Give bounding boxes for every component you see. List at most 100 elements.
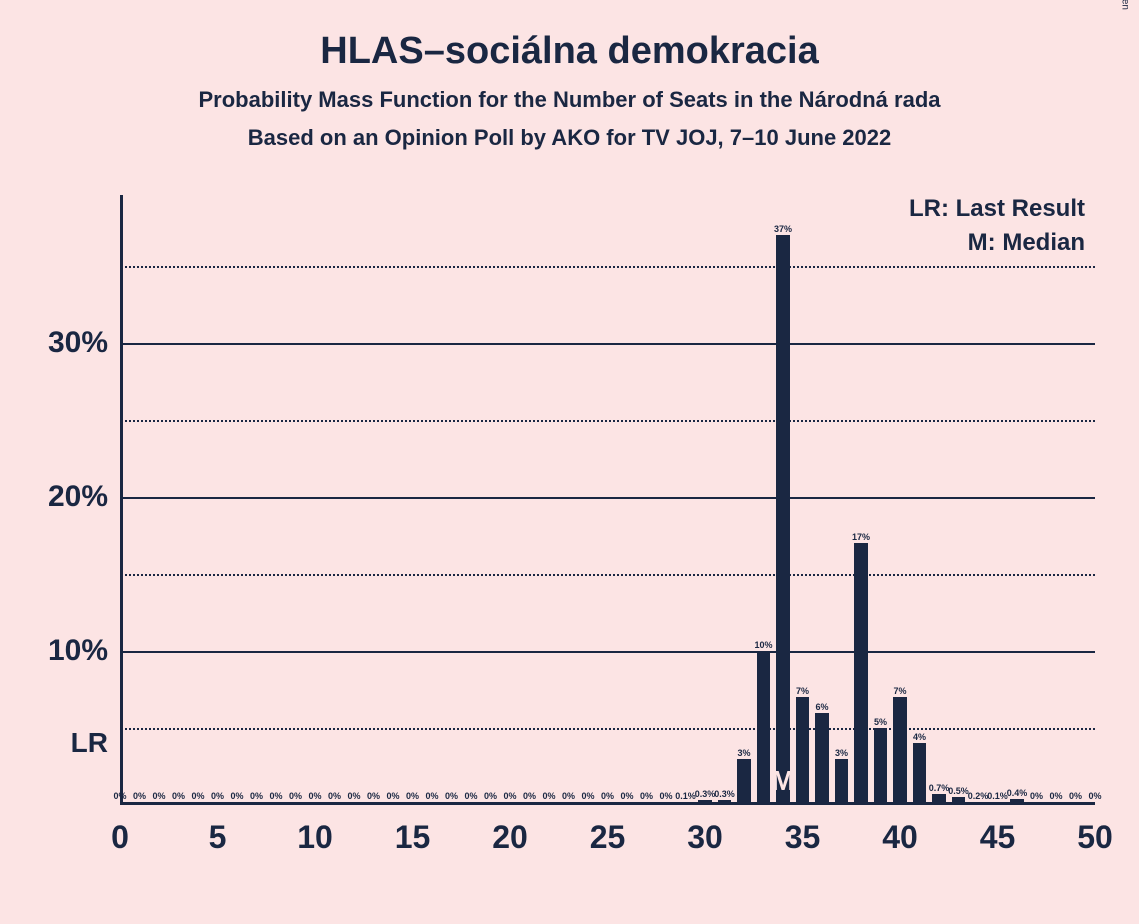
bar-value-label: 0.3%: [714, 789, 735, 799]
x-tick-label: 15: [395, 819, 431, 856]
legend-lr: LR: Last Result: [909, 195, 1085, 223]
x-tick-label: 5: [209, 819, 227, 856]
y-tick-label: 30%: [48, 326, 108, 360]
bar-value-label: 0%: [152, 791, 165, 801]
bar: 5%: [874, 728, 888, 802]
bar-value-label: 0%: [367, 791, 380, 801]
bar: 0.3%: [718, 800, 732, 802]
bar: 3%: [835, 759, 849, 802]
copyright-text: © 2022 Filip van Laenen: [1120, 0, 1131, 10]
bar-value-label: 6%: [815, 702, 828, 712]
bar-value-label: 0%: [601, 791, 614, 801]
bar-value-label: 0%: [523, 791, 536, 801]
bar-value-label: 0%: [328, 791, 341, 801]
bar-value-label: 0.1%: [987, 791, 1008, 801]
x-tick-label: 25: [590, 819, 626, 856]
gridline-minor: [120, 574, 1095, 576]
bar-value-label: 0.4%: [1007, 788, 1028, 798]
bar-value-label: 0%: [386, 791, 399, 801]
bar-value-label: 0%: [464, 791, 477, 801]
bar: 0.7%: [932, 794, 946, 802]
bar: 7%: [893, 697, 907, 802]
bar-value-label: 0.7%: [929, 783, 950, 793]
bar-value-label: 0%: [542, 791, 555, 801]
bar-value-label: 0.2%: [968, 791, 989, 801]
bar-value-label: 0%: [133, 791, 146, 801]
bar-value-label: 0%: [445, 791, 458, 801]
bar-value-label: 0%: [425, 791, 438, 801]
x-tick-label: 30: [687, 819, 723, 856]
bar-value-label: 0%: [308, 791, 321, 801]
gridline-minor: [120, 266, 1095, 268]
bar-value-label: 0%: [640, 791, 653, 801]
bar-value-label: 0%: [113, 791, 126, 801]
bar-value-label: 3%: [737, 748, 750, 758]
x-tick-label: 50: [1077, 819, 1113, 856]
bar: 37%: [776, 235, 790, 802]
bar-value-label: 0.3%: [695, 789, 716, 799]
median-marker: M: [771, 765, 794, 797]
x-tick-label: 0: [111, 819, 129, 856]
x-tick-label: 20: [492, 819, 528, 856]
bar-value-label: 0%: [289, 791, 302, 801]
x-tick-label: 10: [297, 819, 333, 856]
bar: 0.5%: [952, 797, 966, 802]
bar-value-label: 0%: [250, 791, 263, 801]
bar-value-label: 0%: [659, 791, 672, 801]
bar-value-label: 0.5%: [948, 786, 969, 796]
bar-value-label: 7%: [893, 686, 906, 696]
bar-value-label: 0%: [562, 791, 575, 801]
bar-value-label: 0%: [484, 791, 497, 801]
bar-value-label: 0%: [191, 791, 204, 801]
bar-value-label: 17%: [852, 532, 870, 542]
x-tick-label: 35: [785, 819, 821, 856]
bar-value-label: 0%: [230, 791, 243, 801]
y-tick-label: 10%: [48, 634, 108, 668]
x-tick-label: 40: [882, 819, 918, 856]
bar: 0.4%: [1010, 799, 1024, 802]
x-tick-label: 45: [980, 819, 1016, 856]
bar: 0.3%: [698, 800, 712, 802]
bar-value-label: 0%: [1030, 791, 1043, 801]
bar-value-label: 0%: [620, 791, 633, 801]
bar-value-label: 7%: [796, 686, 809, 696]
bar: 4%: [913, 743, 927, 802]
bar-value-label: 0%: [269, 791, 282, 801]
gridline: [120, 497, 1095, 499]
bar-value-label: 0%: [1069, 791, 1082, 801]
bar: 7%: [796, 697, 810, 802]
bar-value-label: 0%: [581, 791, 594, 801]
lr-marker: LR: [71, 727, 108, 759]
bar-value-label: 0%: [347, 791, 360, 801]
bar-value-label: 0%: [503, 791, 516, 801]
y-axis: [120, 195, 123, 805]
gridline: [120, 651, 1095, 653]
bar: 3%: [737, 759, 751, 802]
chart-container: HLAS–sociálna demokracia Probability Mas…: [0, 0, 1139, 924]
bar: 10%: [757, 651, 771, 802]
bar-value-label: 0.1%: [675, 791, 696, 801]
bar-value-label: 37%: [774, 224, 792, 234]
bar-value-label: 4%: [913, 732, 926, 742]
bar-value-label: 0%: [1088, 791, 1101, 801]
plot-area: LR: Last Result M: Median 10%20%30%05101…: [120, 195, 1095, 805]
bar-value-label: 3%: [835, 748, 848, 758]
bar-value-label: 0%: [1049, 791, 1062, 801]
bar-value-label: 5%: [874, 717, 887, 727]
y-tick-label: 20%: [48, 480, 108, 514]
bar-value-label: 0%: [172, 791, 185, 801]
gridline-minor: [120, 420, 1095, 422]
bar-value-label: 0%: [406, 791, 419, 801]
bar-value-label: 0%: [211, 791, 224, 801]
legend: LR: Last Result M: Median: [909, 195, 1085, 263]
bar-value-label: 10%: [754, 640, 772, 650]
chart-subtitle-1: Probability Mass Function for the Number…: [0, 73, 1139, 113]
legend-m: M: Median: [909, 229, 1085, 257]
bar: 6%: [815, 713, 829, 802]
x-axis: [120, 802, 1095, 805]
gridline-minor: [120, 728, 1095, 730]
chart-title: HLAS–sociálna demokracia: [0, 0, 1139, 73]
chart-subtitle-2: Based on an Opinion Poll by AKO for TV J…: [0, 113, 1139, 151]
gridline: [120, 343, 1095, 345]
bar: 17%: [854, 543, 868, 802]
